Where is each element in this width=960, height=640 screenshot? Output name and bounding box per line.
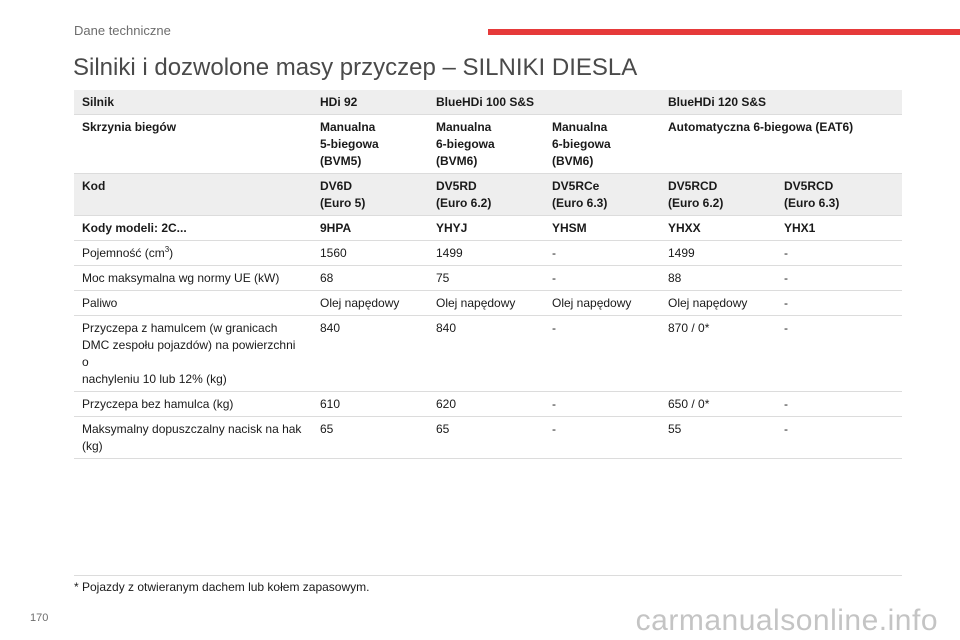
table-cell: 65 [428,416,544,459]
footnote-divider [74,575,902,576]
table-cell: DV5RCD (Euro 6.3) [776,173,902,216]
row-label: Pojemność (cm3) [74,240,312,266]
table-cell: HDi 92 [312,90,428,115]
table-cell: 88 [660,265,776,291]
table-cell: Olej napędowy [544,290,660,316]
table-cell: Manualna 6-biegowa (BVM6) [544,114,660,174]
table-row: Moc maksymalna wg normy UE (kW) 68 75 - … [74,265,902,291]
table-cell: - [544,416,660,459]
table-cell: - [544,240,660,266]
table-cell: DV5RCe (Euro 6.3) [544,173,660,216]
table-row: Przyczepa bez hamulca (kg) 610 620 - 650… [74,391,902,417]
row-label: Maksymalny dopuszczalny nacisk na hak (kg… [74,416,312,459]
table-cell: YHSM [544,215,660,241]
table-cell: 1560 [312,240,428,266]
table-cell: Olej napędowy [428,290,544,316]
row-label: Kod [74,173,312,216]
table-cell: DV5RCD (Euro 6.2) [660,173,776,216]
table-cell: 1499 [660,240,776,266]
table-cell: 1499 [428,240,544,266]
table-row: Paliwo Olej napędowy Olej napędowy Olej … [74,290,902,316]
table-cell: - [776,265,902,291]
table-cell: Automatyczna 6-biegowa (EAT6) [660,114,902,174]
table-row: Skrzynia biegów Manualna 5-biegowa (BVM5) … [74,114,902,174]
table-cell: YHXX [660,215,776,241]
table-cell: 55 [660,416,776,459]
table-cell: 650 / 0* [660,391,776,417]
table-cell: 610 [312,391,428,417]
table-cell: 65 [312,416,428,459]
table-cell: - [776,315,902,392]
table-row: Maksymalny dopuszczalny nacisk na hak (kg… [74,416,902,459]
row-label: Skrzynia biegów [74,114,312,174]
table-cell: - [776,416,902,459]
page-title: Silniki i dozwolone masy przyczep – SILN… [73,54,638,81]
table-cell: - [544,315,660,392]
row-label: Silnik [74,90,312,115]
engine-spec-table: Silnik HDi 92 BlueHDi 100 S&S BlueHDi 12… [74,90,902,459]
table-cell: BlueHDi 100 S&S [428,90,660,115]
table-cell: Olej napędowy [660,290,776,316]
table-cell: 870 / 0* [660,315,776,392]
accent-bar [488,29,960,35]
table-cell: - [776,290,902,316]
table-cell: 75 [428,265,544,291]
row-label: Kody modeli: 2C... [74,215,312,241]
table-row: Kod DV6D (Euro 5) DV5RD (Euro 6.2) DV5RCe(… [74,173,902,216]
table-row: Pojemność (cm3) 1560 1499 - 1499 - [74,240,902,266]
table-cell: 620 [428,391,544,417]
table-cell: - [776,240,902,266]
table-cell: - [544,265,660,291]
table-cell: 68 [312,265,428,291]
table-cell: DV6D (Euro 5) [312,173,428,216]
table-cell: DV5RD (Euro 6.2) [428,173,544,216]
footnote: * Pojazdy z otwieranym dachem lub kołem … [74,580,370,594]
watermark: carmanualsonline.info [635,604,938,637]
row-label: Przyczepa z hamulcem (w granicach DMC zes… [74,315,312,392]
table-row: Silnik HDi 92 BlueHDi 100 S&S BlueHDi 12… [74,90,902,115]
table-cell: Olej napędowy [312,290,428,316]
table-cell: Manualna 5-biegowa (BVM5) [312,114,428,174]
row-label: Moc maksymalna wg normy UE (kW) [74,265,312,291]
table-cell: 840 [312,315,428,392]
table-cell: BlueHDi 120 S&S [660,90,902,115]
table-cell: YHYJ [428,215,544,241]
table-row: Kody modeli: 2C... 9HPA YHYJ YHSM YHXX Y… [74,215,902,241]
table-row: Przyczepa z hamulcem (w granicach DMC zes… [74,315,902,392]
section-label: Dane techniczne [74,23,171,38]
table-cell: YHX1 [776,215,902,241]
row-label: Przyczepa bez hamulca (kg) [74,391,312,417]
table-cell: 840 [428,315,544,392]
page-number: 170 [30,612,49,624]
table-cell: - [544,391,660,417]
row-label: Paliwo [74,290,312,316]
table-cell: Manualna 6-biegowa (BVM6) [428,114,544,174]
table-cell: - [776,391,902,417]
table-cell: 9HPA [312,215,428,241]
